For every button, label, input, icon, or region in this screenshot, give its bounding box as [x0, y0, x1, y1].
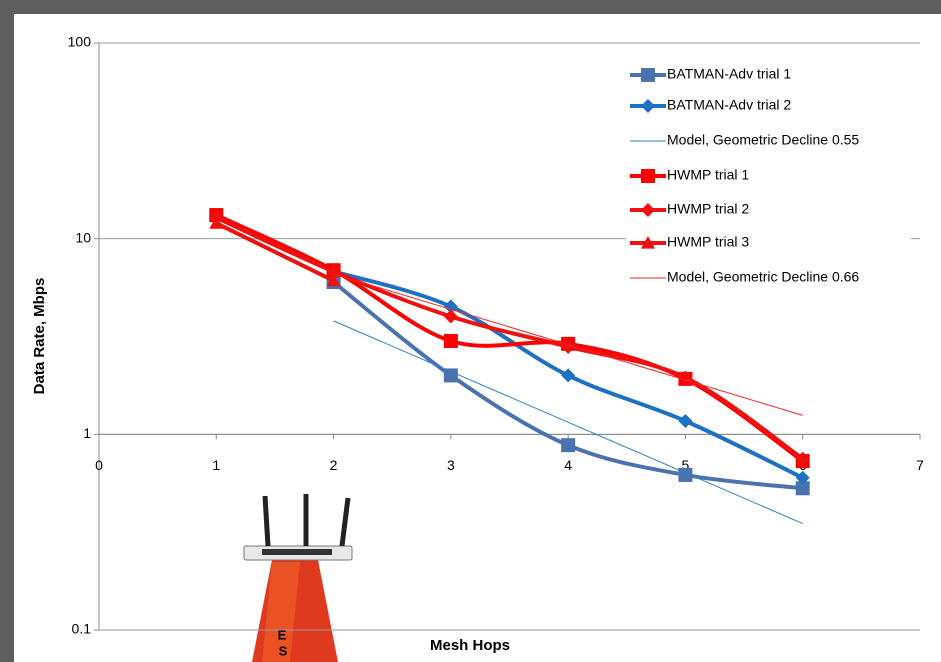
marker	[795, 481, 810, 496]
x-tick-label: 2	[330, 457, 338, 473]
legend-label: Model, Geometric Decline 0.66	[667, 269, 859, 285]
legend-label: Model, Geometric Decline 0.55	[667, 132, 859, 148]
marker	[443, 309, 458, 324]
legend-label: BATMAN-Adv trial 1	[667, 66, 791, 82]
legend-marker	[641, 169, 655, 183]
y-tick-label: 1	[83, 425, 91, 441]
antenna	[339, 497, 351, 547]
mast-highlight	[262, 562, 300, 662]
y-tick-label: 100	[68, 34, 92, 50]
legend-label: BATMAN-Adv trial 2	[667, 97, 791, 113]
series-line	[333, 273, 803, 416]
legend-background	[626, 59, 911, 294]
legend: BATMAN-Adv trial 1 BATMAN-Adv trial 2 Mode…	[626, 59, 911, 294]
legend-marker	[641, 236, 655, 249]
antenna	[262, 495, 271, 547]
legend-marker	[641, 203, 655, 217]
legend-marker	[641, 99, 655, 113]
legend-label: HWMP trial 2	[667, 201, 749, 217]
marker	[678, 413, 693, 428]
marker	[795, 451, 810, 466]
marker	[795, 470, 810, 485]
legend-label: HWMP trial 3	[667, 234, 749, 250]
series-line	[215, 215, 804, 461]
router-panel	[262, 549, 332, 555]
x-tick-label: 7	[916, 457, 924, 473]
marker	[209, 216, 224, 229]
marker	[443, 368, 458, 383]
marker	[443, 333, 458, 348]
router-illustration: E S	[243, 494, 353, 662]
y-tick-label: 10	[75, 229, 91, 245]
y-tick-label: 0.1	[72, 621, 92, 637]
marker	[326, 273, 341, 287]
series-line	[215, 221, 335, 283]
x-tick-label: 1	[212, 457, 220, 473]
x-tick-label: 0	[95, 457, 103, 473]
x-axis-title: Mesh Hops	[430, 637, 510, 654]
legend-label: HWMP trial 1	[667, 167, 749, 183]
x-tick-label: 4	[564, 457, 572, 473]
series-line	[333, 320, 803, 525]
illustration-label: E	[278, 627, 287, 642]
legend-marker	[641, 68, 655, 82]
x-tick-label: 3	[447, 457, 455, 473]
y-axis-title: Data Rate, Mbps	[31, 278, 48, 395]
marker	[561, 438, 576, 453]
marker	[561, 368, 576, 383]
x-tick-label: 5	[682, 457, 690, 473]
illustration-label: S	[279, 643, 288, 658]
